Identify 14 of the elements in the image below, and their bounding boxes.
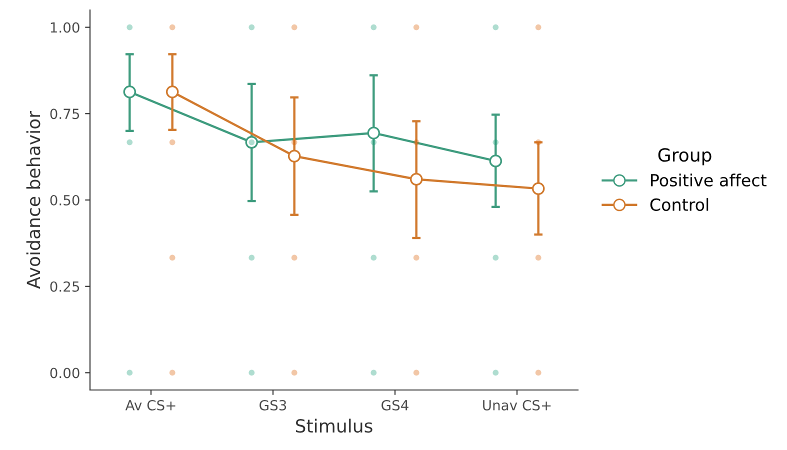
x-tick-label: GS4 [382, 400, 408, 410]
y-tick-label: 0.00 [50, 368, 80, 378]
y-tick-label: 0.50 [50, 194, 80, 206]
x-tick-label: Unav CS+ [483, 400, 551, 410]
x-tick-label: GS3 [260, 400, 286, 410]
y-tick-label: 1.00 [50, 22, 80, 33]
legend-label: Control [650, 198, 708, 211]
x-axis-title: Stimulus [296, 418, 372, 433]
y-axis-title: Avoidance behavior [26, 110, 40, 289]
y-tick-label: 0.25 [50, 281, 80, 292]
legend-label: Positive affect [651, 174, 766, 187]
legend-title: Group [658, 148, 712, 166]
y-tick-label: 0.75 [50, 108, 80, 120]
x-tick-label: Av CS+ [125, 400, 176, 410]
